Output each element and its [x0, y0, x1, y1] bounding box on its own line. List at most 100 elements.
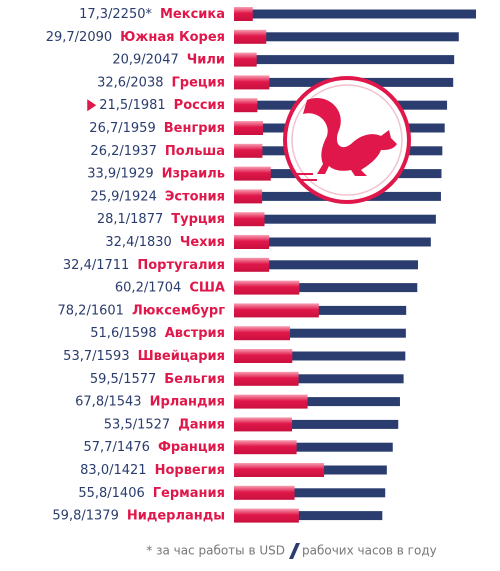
usd-bar [234, 121, 263, 135]
hours-label: 1877 [130, 212, 163, 227]
usd-label: 32,4 [105, 235, 134, 250]
country: Чехия [180, 235, 225, 250]
separator: / [141, 52, 146, 67]
separator: / [133, 417, 138, 432]
usd-label: 59,5 [90, 371, 119, 386]
country: Польша [165, 143, 225, 158]
usd-bar [234, 52, 257, 67]
usd-bar [234, 257, 270, 272]
footnote-left: * за час работы в USD [146, 544, 285, 558]
usd-label: 17,3 [79, 7, 108, 22]
separator: / [108, 7, 113, 22]
country: Израиль [162, 166, 225, 181]
separator: / [112, 440, 117, 455]
usd-bar [234, 166, 271, 181]
separator: / [128, 98, 133, 113]
separator: / [116, 166, 121, 181]
usd-label: 26,2 [90, 143, 119, 158]
row-label: 83,0/1421 Норвегия [80, 463, 225, 478]
row-label: 78,2/1601 Люксембург [58, 303, 226, 318]
country: Франция [158, 440, 225, 455]
slash [289, 543, 300, 559]
hours-bar [234, 305, 407, 315]
usd-bar [234, 189, 263, 204]
row-label: 51,6/1598 Австрия [90, 326, 225, 341]
hours-bar [234, 214, 436, 224]
hours-bar [234, 488, 386, 498]
usd-bar [234, 235, 270, 249]
usd-bar [234, 212, 265, 227]
usd-bar [234, 143, 263, 158]
usd-label: 53,5 [104, 417, 133, 432]
country: Люксембург [132, 303, 225, 318]
country: США [189, 280, 225, 295]
usd-label: 78,2 [58, 303, 87, 318]
usd-label: 33,9 [87, 166, 116, 181]
row-label: 53,7/1593 Швейцария [63, 349, 225, 364]
usd-label: 20,9 [112, 52, 141, 67]
separator: / [107, 485, 112, 500]
separator: / [118, 121, 123, 136]
hours-label: 1527 [137, 417, 170, 432]
hours-label: 1421 [113, 463, 146, 478]
hours-label: 1711 [96, 257, 129, 272]
usd-bar [234, 98, 258, 113]
separator: / [86, 303, 91, 318]
separator: / [92, 349, 97, 364]
hours-bar [234, 419, 399, 429]
country: Норвегия [155, 463, 225, 478]
usd-label: 60,2 [115, 280, 144, 295]
usd-label: 26,7 [89, 121, 118, 136]
squirrel-icon [283, 76, 411, 204]
row-label: 25,9/1924 Эстония [90, 189, 225, 204]
hours-bar [234, 9, 476, 19]
usd-label: 32,4 [63, 257, 92, 272]
hours-label: 2250* [112, 7, 152, 22]
separator: / [144, 280, 149, 295]
hours-label: 1476 [117, 440, 150, 455]
row-label: 26,2/1937 Польша [90, 143, 225, 158]
country: Швейцария [138, 349, 225, 364]
hours-bar [234, 283, 418, 293]
row-label: 28,1/1877 Турция [97, 212, 225, 227]
hours-bar [234, 351, 406, 361]
country: Мексика [160, 7, 225, 22]
hours-bar [234, 237, 431, 247]
usd-label: 59,8 [52, 508, 81, 523]
row-label: 26,7/1959 Венгрия [89, 121, 225, 136]
usd-bar [234, 440, 297, 455]
hours-bar [234, 32, 459, 42]
hours-label: 1543 [108, 394, 141, 409]
hours-bar [234, 397, 400, 407]
usd-bar [234, 7, 253, 21]
usd-bar [234, 326, 290, 341]
usd-bar [234, 463, 325, 477]
country: Ирландия [150, 394, 225, 409]
country: Дания [178, 417, 225, 432]
row-label: 32,6/2038 Греция [97, 75, 225, 90]
country: Венгрия [164, 121, 225, 136]
row-label: 55,8/1406 Германия [78, 485, 225, 500]
usd-bar [234, 371, 299, 386]
row-label: 57,7/1476 Франция [84, 440, 225, 455]
hours-label: 1598 [124, 326, 157, 341]
usd-bar [234, 280, 300, 295]
usd-bar [234, 349, 293, 363]
country: Южная Корея [120, 29, 225, 44]
usd-label: 28,1 [97, 212, 126, 227]
footnote: * за час работы в USD рабочих часов в го… [146, 543, 437, 559]
row-label: 59,5/1577 Бельгия [90, 371, 225, 386]
separator: / [126, 75, 131, 90]
separator: / [119, 326, 124, 341]
hours-label: 2047 [146, 52, 179, 67]
row-label: 32,4/1711 Португалия [63, 257, 225, 272]
hours-bar [234, 328, 406, 338]
usd-label: 57,7 [84, 440, 113, 455]
hours-label: 1379 [86, 508, 119, 523]
row-label: 59,8/1379 Нидерланды [52, 508, 225, 523]
separator: / [75, 29, 80, 44]
country: Турция [171, 212, 225, 227]
row-label: 60,2/1704 США [115, 280, 225, 295]
